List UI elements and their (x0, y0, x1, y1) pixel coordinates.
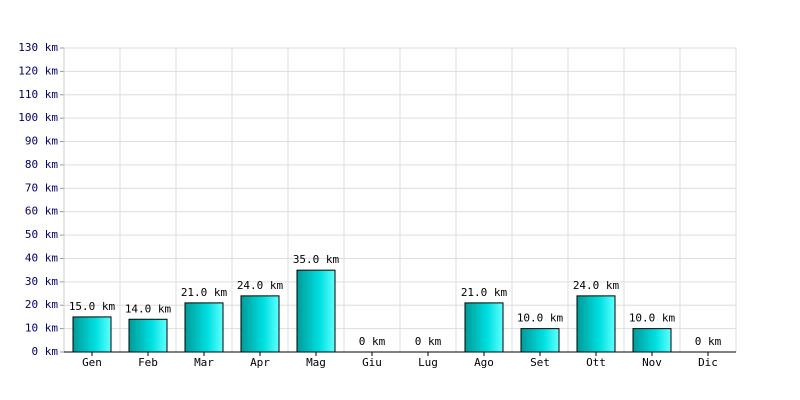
value-label: 24.0 km (237, 279, 284, 292)
y-tick-label: 30 km (25, 275, 58, 288)
y-tick-label: 130 km (18, 41, 58, 54)
bar (576, 295, 616, 353)
value-label: 35.0 km (293, 253, 340, 266)
x-tick-label: Lug (418, 356, 438, 369)
x-tick-label: Set (530, 356, 550, 369)
x-tick-label: Mar (194, 356, 214, 369)
x-tick-label: Giu (362, 356, 382, 369)
value-label: 15.0 km (69, 300, 116, 313)
x-tick-label: Feb (138, 356, 158, 369)
x-tick-label: Nov (642, 356, 662, 369)
x-tick-label: Ott (586, 356, 606, 369)
value-label: 10.0 km (629, 312, 676, 325)
y-tick-label: 0 km (32, 345, 59, 358)
bar (296, 269, 336, 353)
value-label: 0 km (415, 335, 442, 348)
value-label: 10.0 km (517, 312, 564, 325)
y-tick-label: 120 km (18, 64, 58, 77)
y-tick-label: 70 km (25, 181, 58, 194)
value-label: 14.0 km (125, 302, 172, 315)
bar (520, 328, 560, 353)
value-label: 21.0 km (461, 286, 508, 299)
value-label: 24.0 km (573, 279, 620, 292)
bar (240, 295, 280, 353)
y-tick-label: 100 km (18, 111, 58, 124)
y-tick-label: 10 km (25, 322, 58, 335)
bar (128, 318, 168, 353)
value-label: 0 km (695, 335, 722, 348)
x-tick-label: Apr (250, 356, 270, 369)
value-label: 21.0 km (181, 286, 228, 299)
y-tick-label: 20 km (25, 298, 58, 311)
x-tick-label: Ago (474, 356, 494, 369)
y-tick-label: 50 km (25, 228, 58, 241)
bar (632, 328, 672, 353)
bar (464, 302, 504, 353)
value-label: 0 km (359, 335, 386, 348)
y-tick-label: 90 km (25, 135, 58, 148)
x-tick-label: Gen (82, 356, 102, 369)
y-tick-label: 60 km (25, 205, 58, 218)
bar (184, 302, 224, 353)
bar (72, 316, 112, 353)
y-tick-label: 40 km (25, 251, 58, 264)
x-tick-label: Mag (306, 356, 326, 369)
y-tick-label: 110 km (18, 88, 58, 101)
x-tick-label: Dic (698, 356, 718, 369)
y-tick-label: 80 km (25, 158, 58, 171)
